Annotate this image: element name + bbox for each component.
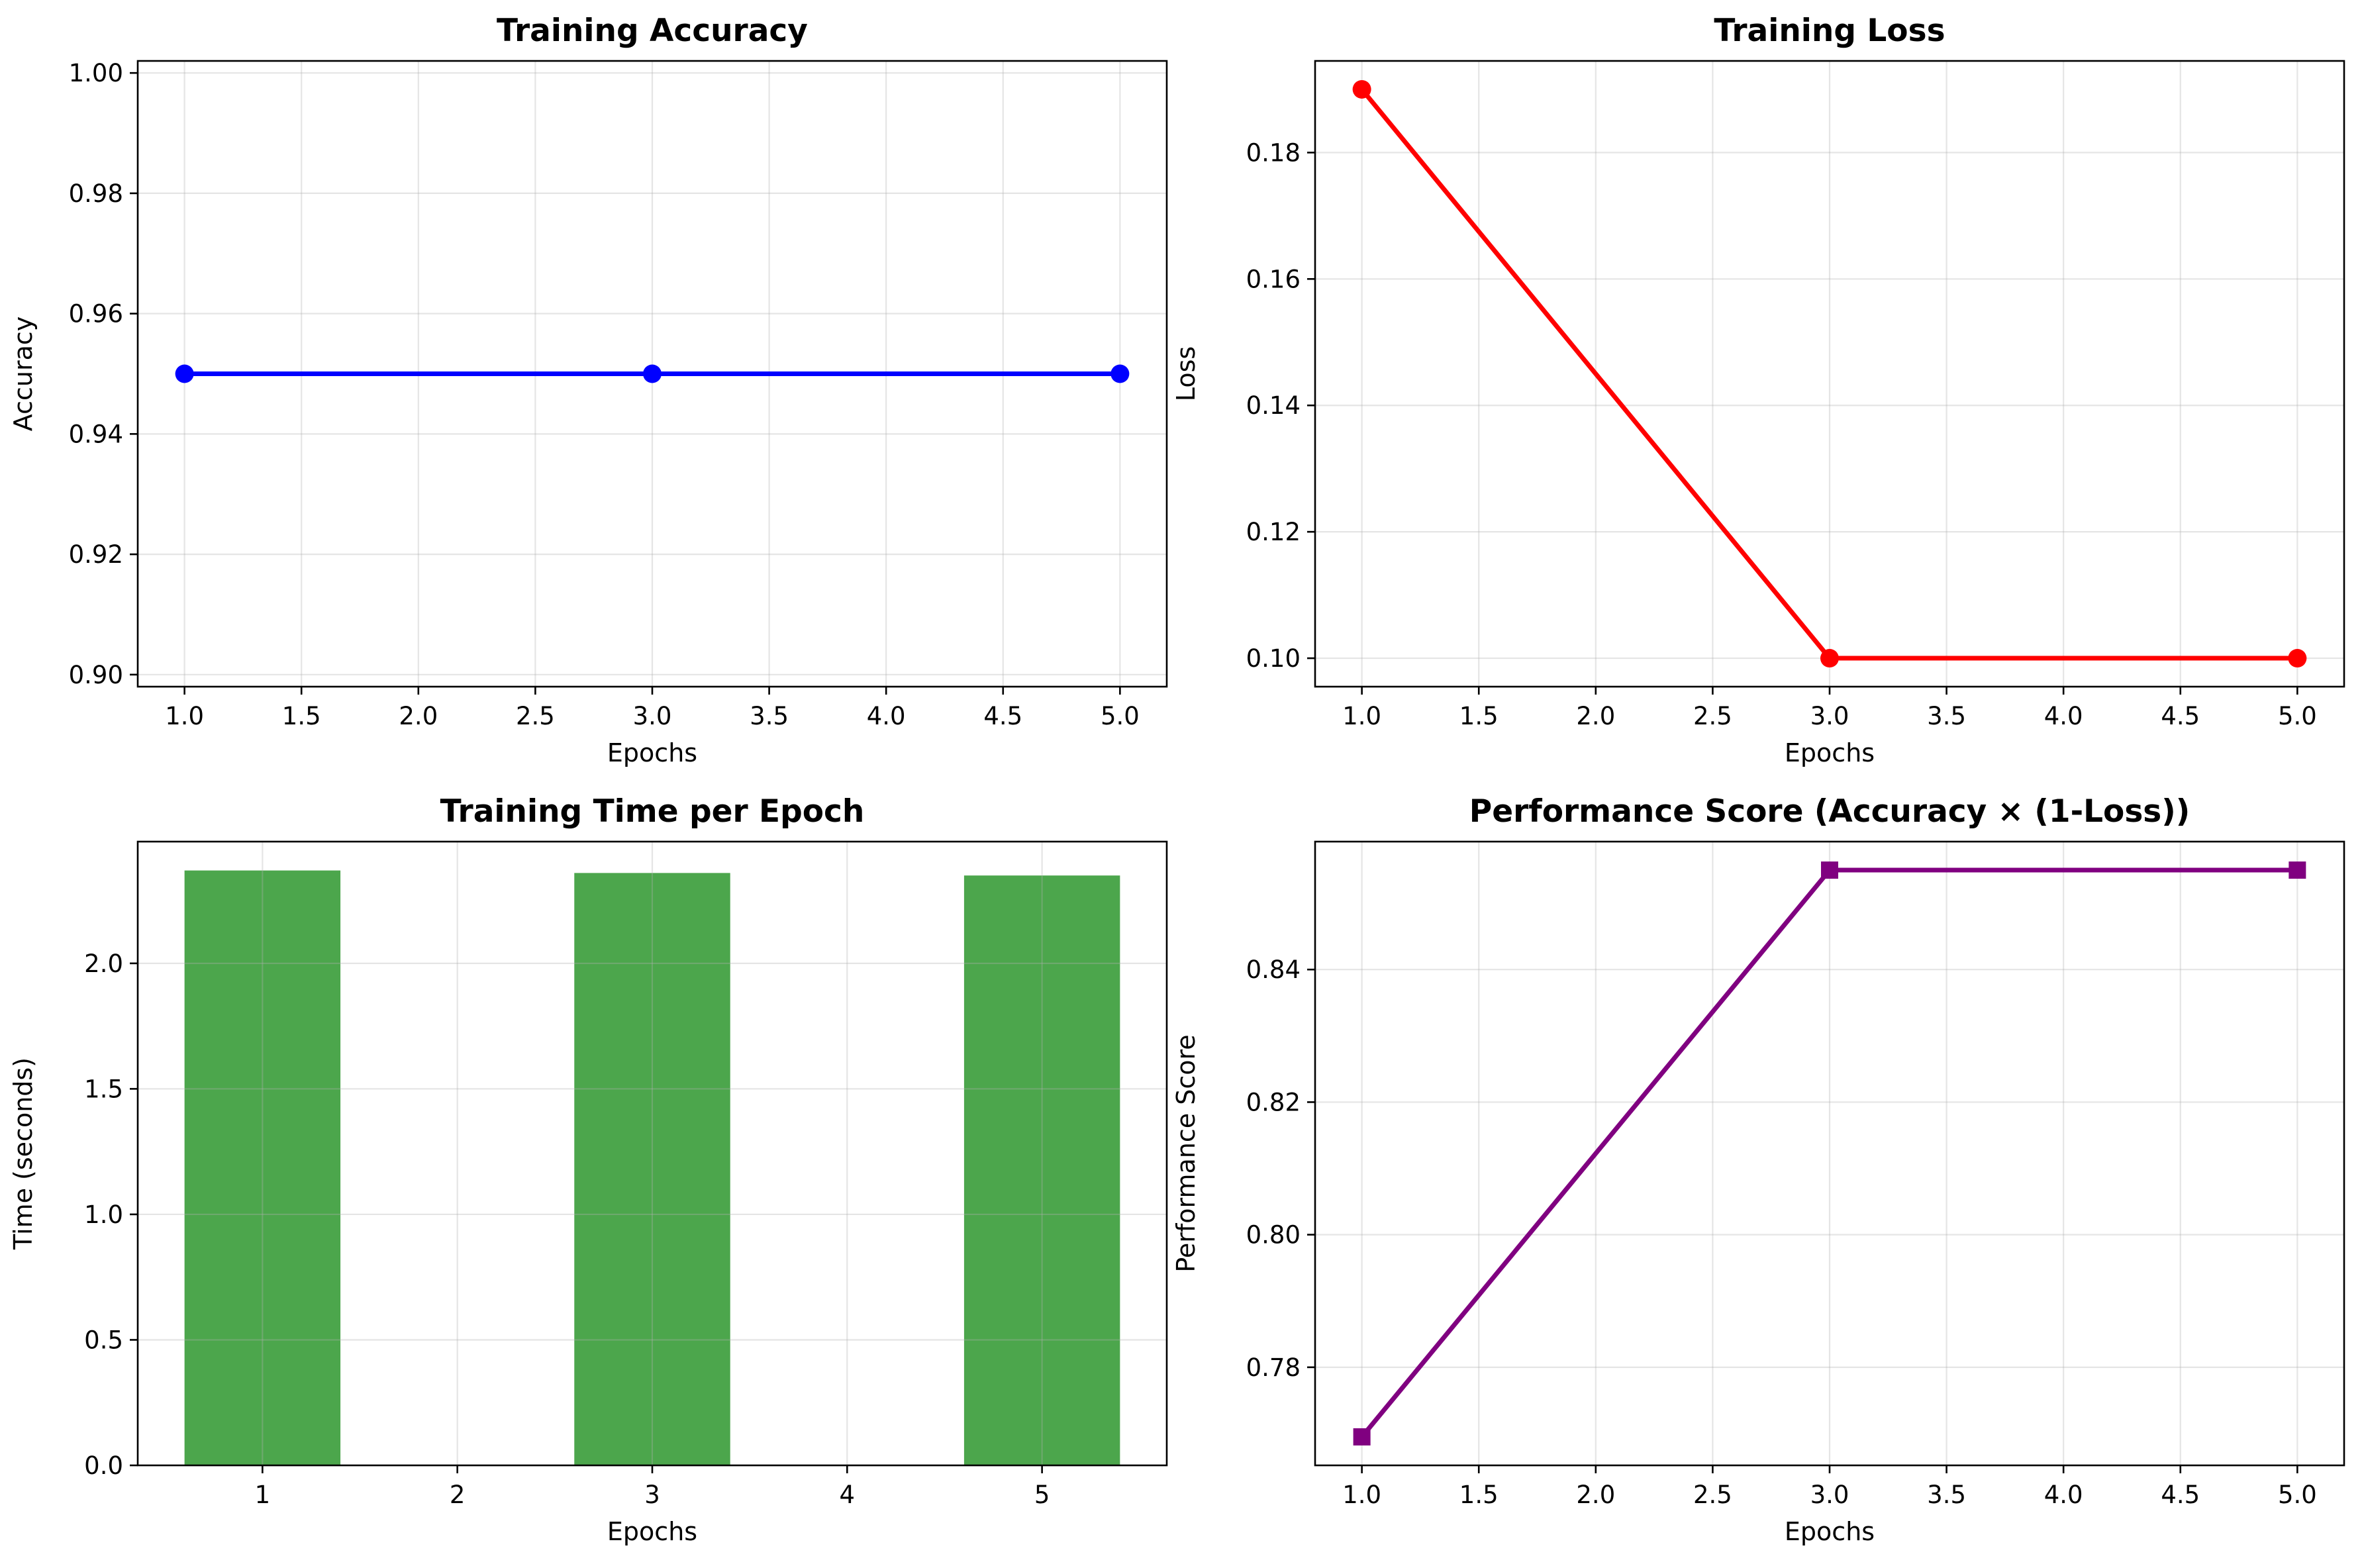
x-tick-label: 1.5: [282, 702, 321, 730]
x-tick-label: 3: [644, 1481, 660, 1509]
data-marks: [184, 870, 1120, 1465]
panel-title: Training Loss: [1714, 13, 1945, 49]
y-tick-label: 0.12: [1246, 518, 1301, 546]
gridlines: [1315, 842, 2344, 1465]
panel-title: Performance Score (Accuracy × (1-Loss)): [1469, 793, 2190, 830]
panel-performance-score: Performance Score (Accuracy × (1-Loss)) …: [1171, 793, 2345, 1546]
y-tick-label: 0.16: [1246, 265, 1301, 293]
data-point: [1821, 861, 1838, 879]
x-tick-label: 4.0: [867, 702, 906, 730]
data-point: [1353, 1428, 1371, 1446]
x-axis-label: Epochs: [1785, 738, 1875, 767]
x-tick-label: 3.0: [1810, 702, 1849, 730]
y-tick-label: 1.5: [84, 1075, 123, 1103]
x-tick-label: 1.0: [165, 702, 204, 730]
y-tick-label: 0.96: [69, 300, 123, 328]
data-point: [2288, 649, 2307, 668]
data-marks: [175, 364, 1130, 383]
x-axis-label: Epochs: [607, 1517, 697, 1546]
ticks: 1.0 1.5 2.0 2.5 3.0 3.5 4.0 4.5 5.0 0.90 0.92 0.94 0…: [69, 59, 1140, 730]
x-tick-label: 2: [450, 1481, 466, 1509]
y-tick-label: 0.82: [1246, 1088, 1301, 1116]
x-tick-label: 2.0: [1576, 1481, 1615, 1509]
panel-title: Training Time per Epoch: [440, 793, 865, 830]
y-tick-label: 0.92: [69, 540, 123, 569]
data-point: [1352, 79, 1371, 99]
y-tick-label: 0.18: [1246, 138, 1301, 167]
data-point: [1820, 649, 1839, 668]
x-tick-label: 3.5: [1927, 1481, 1966, 1509]
bar-epoch-1: [184, 870, 341, 1465]
panel-training-loss: Training Loss Epochs Loss 1.0 1.5 2.0 2.5 3.…: [1171, 13, 2345, 767]
data-point: [175, 364, 194, 383]
data-marks: [1352, 79, 2307, 668]
x-tick-label: 3.0: [1810, 1481, 1849, 1509]
y-axis-label: Accuracy: [9, 317, 38, 432]
x-tick-label: 2.0: [399, 702, 438, 730]
y-tick-label: 0.0: [84, 1451, 123, 1480]
x-tick-label: 4.5: [2161, 702, 2200, 730]
panel-training-time: Training Time per Epoch Epochs Time (sec…: [9, 793, 1168, 1546]
x-tick-label: 5.0: [2278, 702, 2317, 730]
x-tick-label: 5: [1034, 1481, 1050, 1509]
y-tick-label: 2.0: [84, 950, 123, 978]
panel-training-accuracy: Training Accuracy Epochs Accuracy 1.0 1.5…: [9, 13, 1168, 767]
x-tick-label: 3.0: [633, 702, 672, 730]
x-axis-label: Epochs: [607, 738, 697, 767]
data-point: [1110, 364, 1130, 383]
y-axis-label: Loss: [1171, 346, 1201, 401]
x-tick-label: 4.5: [2161, 1481, 2200, 1509]
x-tick-label: 1.0: [1342, 1481, 1381, 1509]
x-tick-label: 5.0: [2278, 1481, 2317, 1509]
y-tick-label: 0.90: [69, 661, 123, 689]
data-marks: [1353, 861, 2306, 1446]
y-axis-label: Time (seconds): [9, 1057, 38, 1250]
y-tick-label: 0.10: [1246, 644, 1301, 673]
x-axis-label: Epochs: [1785, 1517, 1875, 1546]
x-tick-label: 1.5: [1459, 1481, 1499, 1509]
y-tick-label: 0.78: [1246, 1353, 1301, 1382]
y-tick-label: 1.0: [84, 1200, 123, 1229]
x-tick-label: 4.0: [2044, 702, 2083, 730]
y-axis-label: Performance Score: [1171, 1034, 1201, 1272]
x-tick-label: 3.5: [750, 702, 789, 730]
y-tick-label: 0.5: [84, 1326, 123, 1354]
x-tick-label: 1.5: [1459, 702, 1499, 730]
y-tick-label: 0.80: [1246, 1221, 1301, 1250]
y-tick-label: 0.98: [69, 179, 123, 208]
ticks: 1.0 1.5 2.0 2.5 3.0 3.5 4.0 4.5 5.0 0.10 0.12 0.14 0…: [1246, 138, 2317, 730]
x-tick-label: 2.5: [1693, 1481, 1732, 1509]
data-point: [643, 364, 662, 383]
panel-title: Training Accuracy: [497, 13, 808, 49]
ticks: 1.0 1.5 2.0 2.5 3.0 3.5 4.0 4.5 5.0 0.78 0.80 0.82 0…: [1246, 956, 2317, 1509]
y-tick-label: 0.84: [1246, 956, 1301, 984]
x-tick-label: 2.0: [1576, 702, 1615, 730]
bar-epoch-5: [963, 875, 1120, 1465]
x-tick-label: 4.5: [983, 702, 1022, 730]
x-tick-label: 1.0: [1342, 702, 1381, 730]
x-tick-label: 4: [840, 1481, 856, 1509]
x-tick-label: 1: [255, 1481, 271, 1509]
x-tick-label: 2.5: [1693, 702, 1732, 730]
x-tick-label: 3.5: [1927, 702, 1966, 730]
data-point: [2288, 861, 2306, 879]
x-tick-label: 4.0: [2044, 1481, 2083, 1509]
ticks: 1 2 3 4 5 0.0 0.5 1.0 1.5 2.0: [84, 950, 1050, 1509]
x-tick-label: 5.0: [1101, 702, 1140, 730]
x-tick-label: 2.5: [516, 702, 555, 730]
y-tick-label: 0.94: [69, 420, 123, 448]
bar-epoch-3: [574, 873, 730, 1465]
y-tick-label: 1.00: [69, 59, 123, 87]
y-tick-label: 0.14: [1246, 391, 1301, 420]
